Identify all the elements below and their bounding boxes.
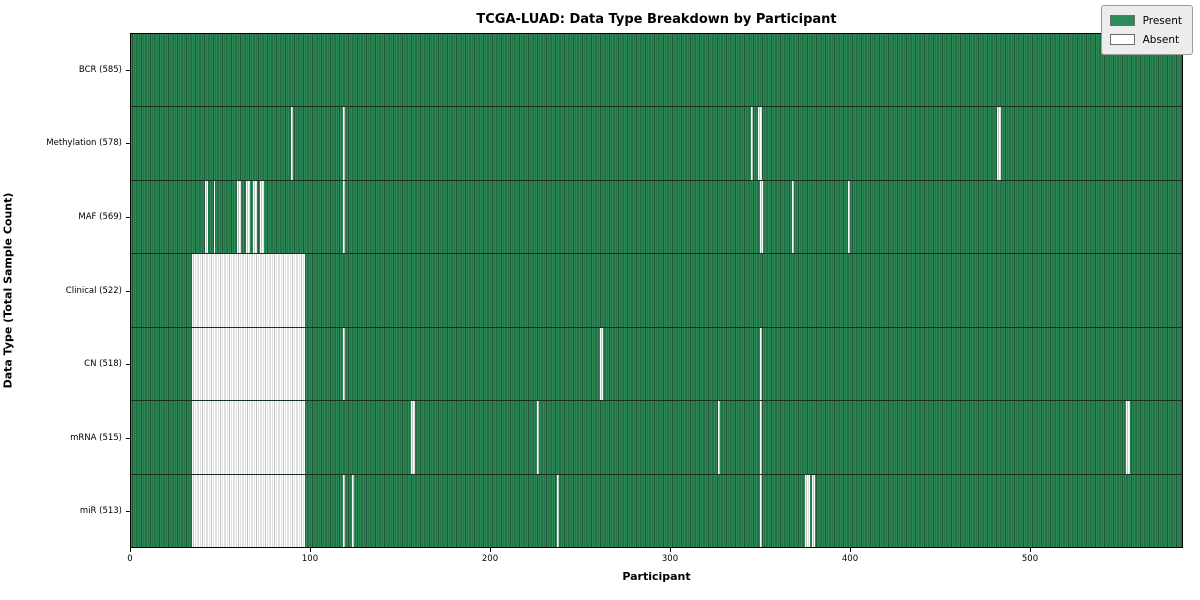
absent-segment: [792, 180, 794, 254]
heatmap-row-mir[interactable]: [131, 474, 1182, 547]
absent-segment: [213, 180, 216, 254]
absent-segment: [260, 180, 264, 254]
absent-segment: [758, 107, 762, 180]
y-tick-mark: [126, 437, 130, 439]
x-tick-label: 0: [127, 554, 133, 564]
absent-segment: [804, 474, 811, 547]
y-tick-label: MAF (569): [78, 211, 122, 222]
legend-entry-present: Present: [1109, 11, 1182, 30]
x-tick-mark: [670, 548, 671, 552]
absent-segment: [342, 107, 345, 180]
absent-segment: [537, 401, 539, 474]
x-tick-label: 100: [301, 554, 319, 564]
y-tick-label: Methylation (578): [46, 138, 122, 149]
x-tick-label: 200: [481, 554, 499, 564]
absent-segment: [192, 474, 306, 547]
absent-segment: [342, 180, 345, 254]
absent-segment: [759, 180, 764, 254]
absent-segment: [192, 327, 306, 401]
absent-segment: [411, 401, 415, 474]
absent-segment: [759, 474, 762, 547]
absent-segment: [759, 327, 762, 401]
x-tick-label: 400: [841, 554, 859, 564]
absent-segment: [718, 401, 721, 474]
absent-segment: [351, 474, 354, 547]
absent-segment: [253, 180, 257, 254]
absent-segment: [245, 180, 250, 254]
absent-segment: [1126, 401, 1130, 474]
absent-segment: [342, 474, 345, 547]
y-tick-label: BCR (585): [78, 64, 122, 75]
y-tick-mark: [126, 511, 130, 513]
legend-label-present: Present: [1142, 14, 1182, 27]
absent-swatch-icon: [1109, 34, 1135, 45]
legend-label-absent: Absent: [1142, 33, 1180, 46]
heatmap-row-clinical[interactable]: [131, 254, 1182, 328]
heatmap-row-methylation[interactable]: [131, 107, 1182, 181]
absent-segment: [759, 401, 762, 474]
y-tick-label: Clinical (522): [65, 285, 122, 296]
legend: Present Absent: [1100, 5, 1193, 55]
y-tick-label: miR (513): [79, 506, 122, 517]
y-tick-mark: [126, 69, 130, 71]
y-tick-label: mRNA (515): [70, 432, 122, 443]
absent-segment: [847, 180, 850, 254]
absent-segment: [236, 180, 241, 254]
heatmap-plot-area[interactable]: [130, 33, 1183, 548]
absent-segment: [556, 474, 559, 547]
present-swatch-icon: [1109, 15, 1135, 26]
heatmap-row-maf[interactable]: [131, 180, 1182, 255]
x-tick-label: 500: [1021, 554, 1039, 564]
absent-segment: [342, 327, 345, 401]
absent-segment: [204, 180, 209, 254]
x-tick-mark: [1030, 548, 1031, 552]
x-tick-mark: [130, 548, 131, 552]
heatmap-row-cn[interactable]: [131, 327, 1182, 402]
y-tick-mark: [126, 216, 130, 218]
legend-entry-absent: Absent: [1109, 30, 1182, 49]
y-tick-label: CN (518): [84, 359, 122, 370]
absent-segment: [599, 327, 604, 401]
heatmap-row-bcr[interactable]: [131, 34, 1182, 108]
absent-segment: [996, 107, 1001, 180]
absent-segment: [750, 107, 753, 180]
absent-segment: [192, 401, 306, 474]
y-tick-mark: [126, 143, 130, 145]
chart-title: TCGA-LUAD: Data Type Breakdown by Partic…: [476, 12, 837, 27]
y-tick-mark: [126, 364, 130, 366]
x-tick-mark: [850, 548, 851, 552]
x-tick-label: 300: [661, 554, 679, 564]
heatmap-row-mrna[interactable]: [131, 401, 1182, 475]
x-tick-mark: [310, 548, 311, 552]
absent-segment: [290, 107, 293, 180]
x-axis-title: Participant: [622, 570, 691, 583]
x-tick-mark: [490, 548, 491, 552]
absent-segment: [811, 474, 816, 547]
absent-segment: [192, 254, 306, 327]
y-tick-mark: [126, 290, 130, 292]
